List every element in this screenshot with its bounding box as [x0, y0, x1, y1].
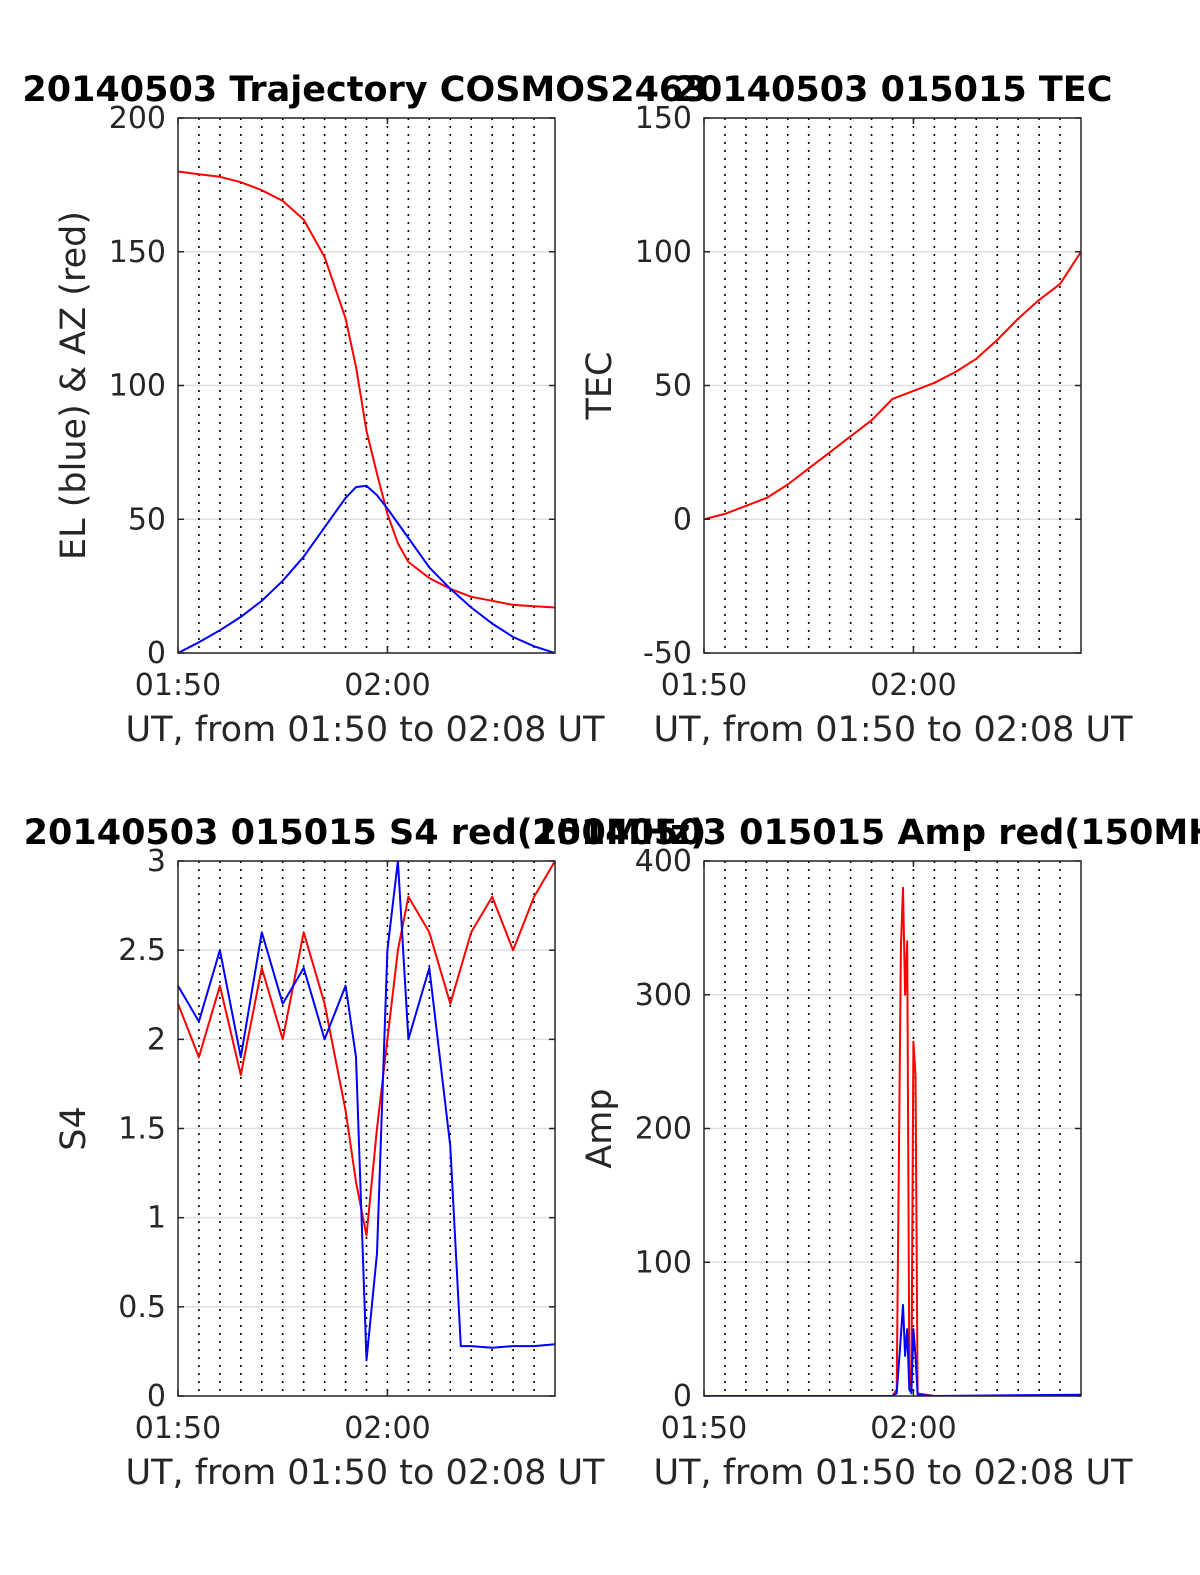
- x-axis-label: UT, from 01:50 to 02:08 UT: [125, 710, 605, 750]
- y-tick-label: 2: [147, 1022, 166, 1057]
- y-tick-label: 100: [109, 369, 166, 404]
- x-tick-label: 02:00: [870, 1411, 956, 1446]
- chart-trajectory: 0 50 100 150 200 01:50 02:00 UT, from 01:50 to …: [22, 70, 707, 750]
- x-tick-label: 01:50: [135, 668, 221, 703]
- x-tick-label: 02:00: [344, 668, 430, 703]
- series-group: [178, 861, 555, 1362]
- y-tick-label: 100: [635, 235, 692, 270]
- y-tick-label: 0: [147, 636, 166, 671]
- series-line-red: [704, 886, 1081, 1396]
- x-axis-label: UT, from 01:50 to 02:08 UT: [653, 1453, 1133, 1493]
- y-axis-label: Amp: [580, 1088, 620, 1168]
- series-line-red: [178, 861, 555, 1237]
- y-axis-label: EL (blue) & AZ (red): [54, 211, 94, 560]
- y-axis-label: TEC: [580, 352, 620, 421]
- y-tick-label: 50: [654, 369, 692, 404]
- y-tick-label: 0: [673, 1379, 692, 1414]
- chart-amp: 0 100 200 300 400 01:50 02:00 UT, from 01:50 to…: [532, 813, 1200, 1493]
- series-group: [704, 251, 1081, 521]
- x-axis-label: UT, from 01:50 to 02:08 UT: [653, 710, 1133, 750]
- chart-title: 20140503 Trajectory COSMOS2463: [22, 70, 707, 110]
- x-axis-label: UT, from 01:50 to 02:08 UT: [125, 1453, 605, 1493]
- series-line-blue: [178, 861, 555, 1362]
- series-line-red: [178, 170, 555, 609]
- y-tick-label: 1: [147, 1201, 166, 1236]
- series-line-blue: [178, 484, 555, 653]
- y-tick-label: 300: [635, 978, 692, 1013]
- chart-title: 20140503 015015 S4 red(150MHz): [24, 813, 707, 853]
- series-line-red: [704, 251, 1081, 521]
- y-tick-label: 50: [128, 502, 166, 537]
- y-tick-label: 200: [635, 1112, 692, 1147]
- x-tick-label: 01:50: [135, 1411, 221, 1446]
- chart-title: 20140503 015015 Amp red(150MHz): [532, 813, 1200, 853]
- y-tick-label: 0: [673, 502, 692, 537]
- series-group: [178, 170, 555, 653]
- y-tick-label: 150: [635, 101, 692, 136]
- y-tick-label: 2.5: [118, 933, 166, 968]
- y-tick-label: -50: [643, 636, 692, 671]
- chart-title: 20140503 015015 TEC: [674, 70, 1113, 110]
- y-tick-label: 200: [109, 101, 166, 136]
- series-group: [704, 886, 1081, 1396]
- x-tick-label: 01:50: [661, 668, 747, 703]
- y-tick-label: 3: [147, 844, 166, 879]
- y-axis-label: S4: [54, 1106, 94, 1151]
- y-tick-label: 100: [635, 1245, 692, 1280]
- y-tick-label: 0: [147, 1379, 166, 1414]
- y-tick-label: 150: [109, 235, 166, 270]
- x-tick-label: 02:00: [344, 1411, 430, 1446]
- y-tick-label: 400: [635, 844, 692, 879]
- series-line-blue: [704, 1304, 1081, 1396]
- y-tick-label: 0.5: [118, 1290, 166, 1325]
- chart-s4: 0 0.5 1 1.5 2 2.5 3 01:50 02:00 UT, from 01:50 to…: [24, 813, 707, 1493]
- y-tick-label: 1.5: [118, 1112, 166, 1147]
- chart-tec: -50 0 50 100 150 01:50 02:00 UT, from 01:50 to …: [580, 70, 1133, 750]
- x-tick-label: 01:50: [661, 1411, 747, 1446]
- x-tick-label: 02:00: [870, 668, 956, 703]
